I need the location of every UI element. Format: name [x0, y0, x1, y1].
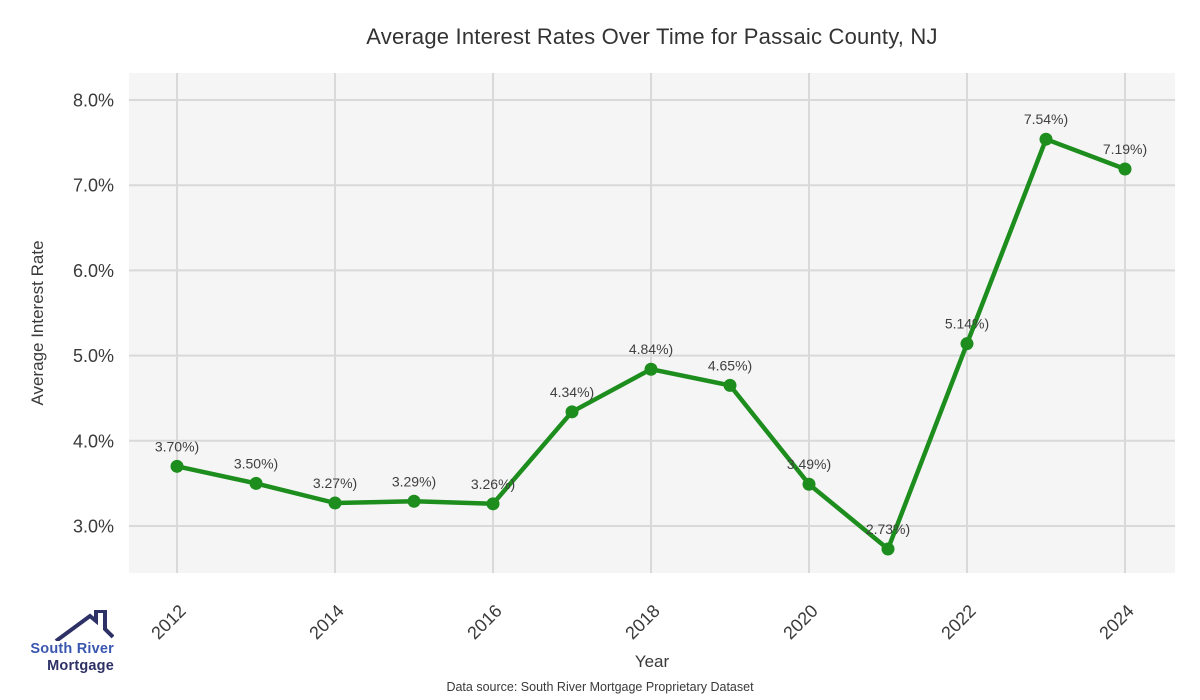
data-point-label: 3.27%) [313, 475, 357, 491]
y-tick-label: 5.0% [73, 346, 114, 366]
data-point-label: 7.54%) [1024, 111, 1068, 127]
y-tick-label: 3.0% [73, 516, 114, 536]
x-tick-label: 2020 [779, 601, 821, 643]
data-point [644, 362, 658, 376]
data-point [1039, 132, 1053, 146]
data-point-label: 4.65%) [708, 357, 752, 373]
logo-text-mortgage: Mortgage [47, 658, 114, 674]
x-tick-label: 2018 [621, 601, 663, 643]
data-point-label: 7.19%) [1103, 141, 1147, 157]
chart-title: Average Interest Rates Over Time for Pas… [366, 24, 938, 49]
house-roof-icon [54, 610, 114, 641]
y-tick-label: 7.0% [73, 176, 114, 196]
data-point [723, 378, 737, 392]
x-tick-label: 2022 [937, 601, 979, 643]
y-tick-label: 6.0% [73, 261, 114, 281]
south-river-mortgage-logo: South River Mortgage [14, 610, 114, 675]
data-source-caption: Data source: South River Mortgage Propri… [446, 680, 754, 694]
data-point [1118, 162, 1132, 176]
data-point [802, 477, 816, 491]
data-point-label: 2.73%) [866, 521, 910, 537]
data-point-label: 3.29%) [392, 473, 436, 489]
data-point [881, 542, 895, 556]
data-point [407, 494, 421, 508]
y-tick-label: 8.0% [73, 91, 114, 111]
data-point [328, 496, 342, 510]
x-tick-label: 2012 [147, 601, 189, 643]
y-tick-label: 4.0% [73, 431, 114, 451]
x-axis-title: Year [634, 652, 670, 671]
data-point-label: 3.26%) [471, 476, 515, 492]
data-point-label: 5.14%) [945, 316, 989, 332]
data-point [486, 497, 500, 511]
data-point [249, 476, 263, 490]
data-point-label: 3.70%) [155, 438, 199, 454]
data-point [565, 405, 579, 419]
data-point-label: 3.50%) [234, 455, 278, 471]
logo-text-south-river: South River [30, 641, 114, 657]
data-point-label: 3.49%) [787, 456, 831, 472]
data-point [170, 459, 184, 473]
data-point-label: 4.34%) [550, 384, 594, 400]
data-point [960, 337, 974, 351]
data-point-label: 4.84%) [629, 341, 673, 357]
x-tick-label: 2014 [305, 601, 347, 643]
x-tick-label: 2024 [1095, 601, 1137, 643]
x-tick-label: 2016 [463, 601, 505, 643]
y-axis-title: Average Interest Rate [28, 240, 47, 406]
